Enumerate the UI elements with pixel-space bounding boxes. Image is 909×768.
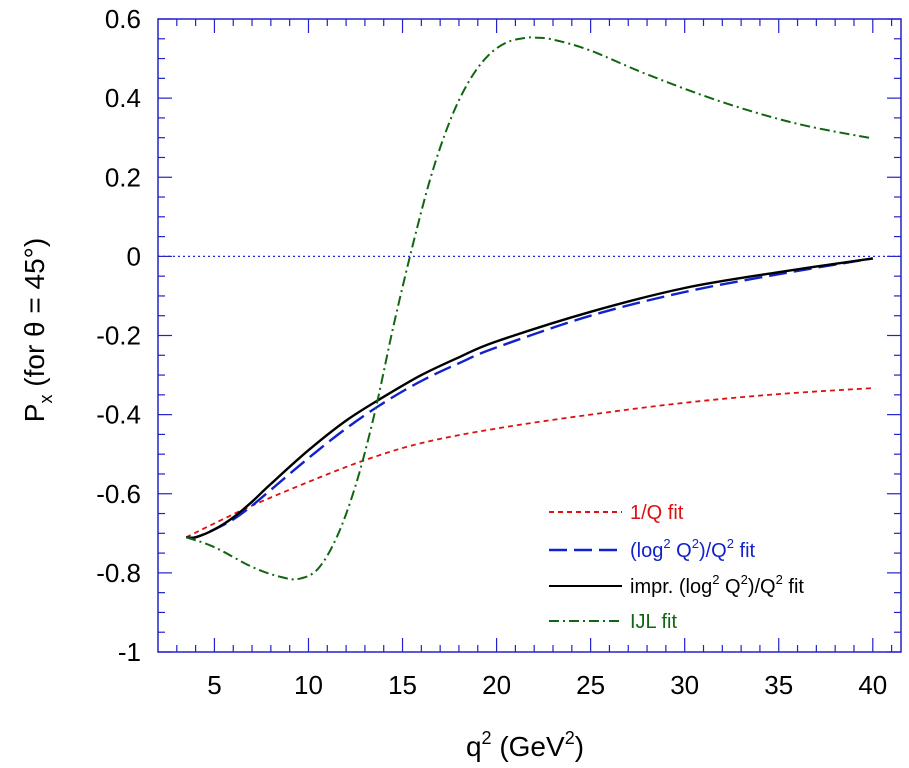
y-tick-label: -0.6	[96, 479, 141, 509]
legend-item-ijl: IJL fit	[549, 611, 677, 633]
x-tick-label: 30	[670, 670, 699, 700]
x-tick-label: 40	[858, 670, 887, 700]
y-tick-label: -0.2	[96, 321, 141, 351]
legend: 1/Q fit (log2 Q2)/Q2 fit impr. (log2 Q2)…	[549, 502, 804, 633]
y-tick-label: -0.4	[96, 400, 141, 430]
x-tick-label: 5	[207, 670, 221, 700]
x-tick-label: 35	[764, 670, 793, 700]
legend-label-ijl: IJL fit	[630, 611, 677, 633]
x-axis-title: q2 (GeV2)	[466, 728, 584, 762]
x-tick-label: 15	[388, 670, 417, 700]
series-line-impr-log2-fit	[186, 257, 873, 540]
series-line-log2-fit	[186, 257, 873, 540]
series-layer	[185, 36, 873, 581]
x-tick-label: 10	[294, 670, 323, 700]
y-axis-title: Px (for θ = 45°)	[19, 238, 56, 422]
y-tick-label: 0	[127, 241, 141, 271]
y-tick-label: 0.2	[105, 162, 141, 192]
legend-item-1q: 1/Q fit	[549, 502, 684, 524]
axis-ticks: 5 10 15 20 25 30 35 40 -1 -0.8 -0.6 -0.4 -0.2 0 0.2 0.4…	[96, 4, 901, 700]
y-tick-label: -0.8	[96, 558, 141, 588]
y-tick-label: 0.6	[105, 4, 141, 34]
x-tick-label: 25	[576, 670, 605, 700]
y-tick-label: 0.4	[105, 83, 141, 113]
legend-item-log2: (log2 Q2)/Q2 fit	[549, 536, 756, 562]
series-line-ijl-fit	[185, 36, 873, 581]
x-tick-label: 20	[482, 670, 511, 700]
y-tick-label: -1	[118, 637, 141, 667]
legend-label-1q: 1/Q fit	[630, 502, 684, 524]
series-line-1q-fit	[185, 387, 873, 539]
legend-label-log2: (log2 Q2)/Q2 fit	[630, 536, 756, 562]
legend-item-impr: impr. (log2 Q2)/Q2 fit	[549, 572, 804, 598]
legend-label-impr: impr. (log2 Q2)/Q2 fit	[630, 572, 804, 598]
